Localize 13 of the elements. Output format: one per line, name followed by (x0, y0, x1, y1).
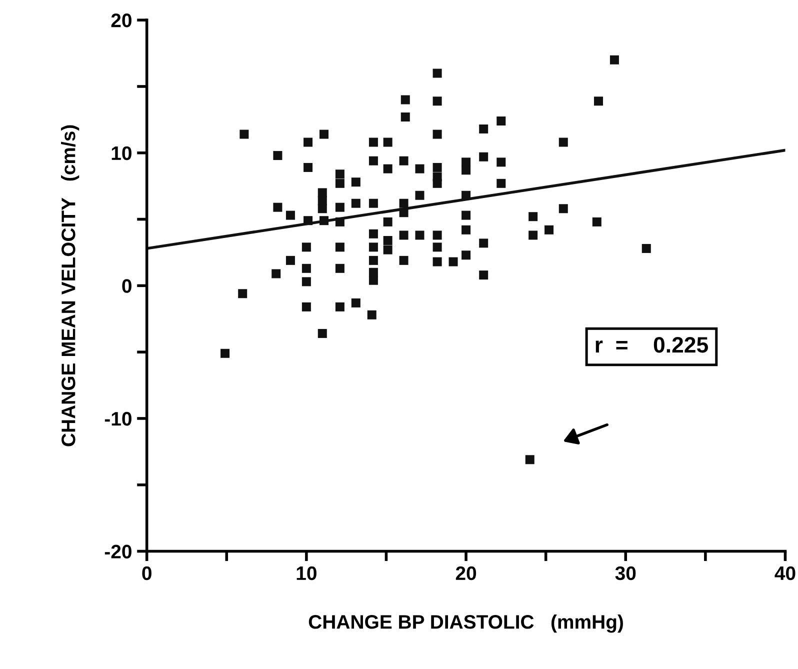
y-tick-label: 0 (122, 279, 132, 293)
x-axis-title: CHANGE BP DIASTOLIC (mmHg) (308, 614, 623, 633)
x-tick-label: 20 (456, 566, 476, 580)
x-tick-label: 0 (142, 566, 152, 580)
x-tick-label: 10 (296, 566, 316, 580)
y-tick-label: -10 (104, 412, 132, 426)
y-tick-label: 20 (111, 14, 132, 28)
x-tick-label: 30 (615, 566, 636, 580)
y-tick-label: 10 (112, 146, 132, 160)
y-tick-label: -20 (104, 544, 132, 558)
annotation: r = 0.225 (596, 336, 708, 353)
x-tick-label: 40 (774, 566, 796, 580)
y-axis-title: CHANGE MEAN VELOCITY (cm/s) (61, 125, 80, 446)
